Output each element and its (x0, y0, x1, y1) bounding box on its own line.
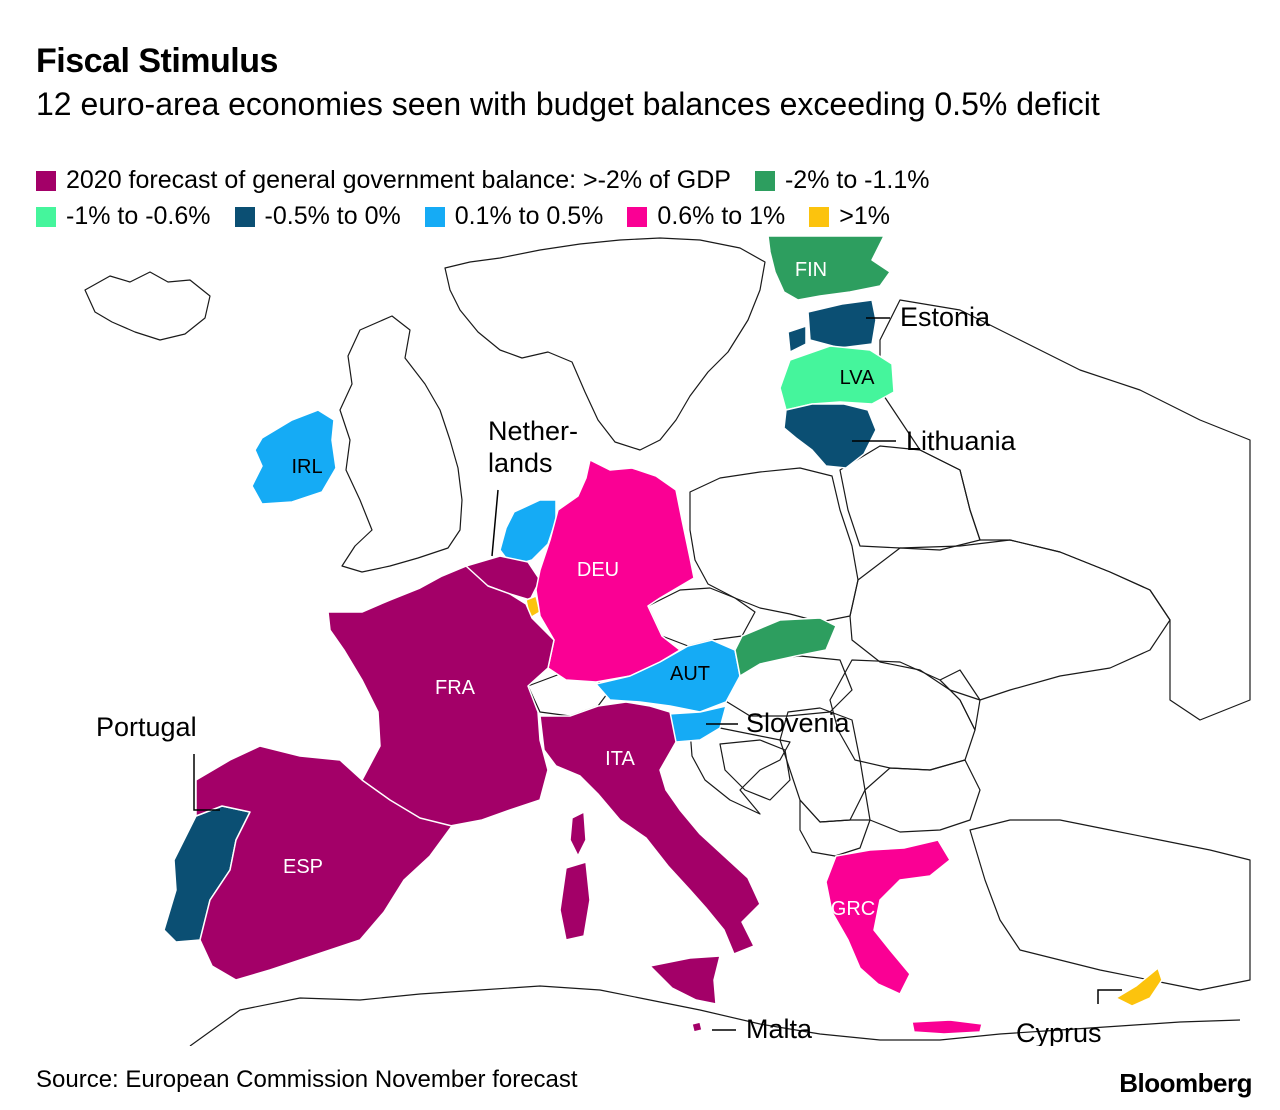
legend-item-gt-1: >1% (809, 202, 890, 231)
turkey-outline (969, 819, 1251, 991)
leader-portugal (193, 754, 220, 811)
finland-shape (767, 236, 891, 301)
legend-item-minus1-minus0-6: -1% to -0.6% (36, 202, 211, 231)
label-fin: FIN (795, 259, 827, 281)
legend-label-minus1-minus0-6: -1% to -0.6% (66, 202, 211, 230)
poland-outline (689, 467, 859, 623)
legend-item-0-1-0-5: 0.1% to 0.5% (424, 202, 604, 231)
sardinia-shape (559, 861, 591, 941)
moldova-outline (939, 669, 981, 731)
croatia-outline (689, 727, 791, 815)
legend-item-lt-minus2: 2020 forecast of general government bala… (36, 166, 731, 195)
europe-map: FIN IRL LVA DEU AUT FRA ITA ESP GRC Esto… (84, 236, 1251, 1046)
legend-item-minus2-minus1-1: -2% to -1.1% (754, 166, 930, 195)
ireland-shape (251, 409, 337, 505)
legend-swatch-0-6-1 (627, 206, 648, 227)
label-grc: GRC (831, 898, 875, 920)
latvia-shape (779, 345, 895, 411)
label-lva: LVA (840, 367, 875, 389)
bulgaria-outline (864, 759, 981, 833)
corsica-shape (569, 811, 587, 857)
source-note: Source: European Commission November for… (36, 1066, 578, 1093)
greece-shape (825, 839, 951, 995)
czechia-outline (647, 587, 756, 647)
legend-label-0-6-1: 0.6% to 1% (657, 202, 786, 230)
legend-swatch-minus1-minus0-6 (36, 206, 56, 227)
ukraine-outline (849, 539, 1171, 701)
legend-item-minus0-5-0: -0.5% to 0% (234, 202, 401, 231)
iceland-outline (84, 271, 211, 341)
sicily-shape (649, 955, 721, 1005)
italy-shape (539, 701, 761, 955)
legend-label-minus2-minus1-1: -2% to -1.1% (784, 166, 930, 194)
label-aut: AUT (670, 663, 710, 685)
label-esp: ESP (283, 856, 323, 878)
callout-estonia: Estonia (900, 302, 991, 332)
spain-shape (195, 745, 453, 981)
legend-row-1: 2020 forecast of general government bala… (36, 166, 954, 195)
estonia-shape (807, 299, 877, 349)
callout-portugal: Portugal (96, 712, 197, 742)
malta-shape (691, 1021, 703, 1033)
slovakia-shape (734, 617, 837, 677)
romania-outline (829, 659, 976, 771)
label-ita: ITA (605, 748, 635, 770)
legend-swatch-lt-minus2 (36, 170, 56, 191)
netherlands-shape (499, 499, 557, 567)
legend-label-minus0-5-0: -0.5% to 0% (264, 202, 401, 230)
legend-item-0-6-1: 0.6% to 1% (627, 202, 785, 231)
callout-malta: Malta (746, 1014, 813, 1044)
legend-row-2: -1% to -0.6% -0.5% to 0% 0.1% to 0.5% 0.… (36, 202, 914, 231)
lithuania-shape (783, 403, 877, 469)
albania-mk-outline (799, 799, 871, 857)
chart-title: Fiscal Stimulus (36, 42, 278, 80)
legend-label-0-1-0-5: 0.1% to 0.5% (454, 202, 604, 230)
great-britain-outline (339, 315, 463, 573)
label-fra: FRA (435, 677, 476, 699)
legend-label-lt-minus2: 2020 forecast of general government bala… (66, 166, 731, 194)
callout-cyprus: Cyprus (1016, 1018, 1102, 1046)
chart-subtitle: 12 euro-area economies seen with budget … (36, 86, 1100, 122)
cyprus-shape (1115, 967, 1163, 1007)
leader-netherlands (491, 489, 499, 557)
crete-shape (911, 1019, 983, 1035)
legend-swatch-gt-1 (809, 206, 830, 227)
scandinavia-outline (444, 237, 766, 451)
callout-slovenia: Slovenia (746, 708, 851, 738)
callout-lithuania: Lithuania (906, 426, 1017, 456)
callout-netherlands-1: Nether- (488, 416, 578, 446)
legend-swatch-minus0-5-0 (234, 206, 255, 227)
legend-swatch-0-1-0-5 (424, 206, 445, 227)
belarus-outline (839, 445, 981, 551)
legend-swatch-minus2-minus1-1 (754, 170, 775, 191)
africa-coast (189, 985, 1241, 1046)
russia-outline (879, 299, 1251, 721)
bosnia-outline (719, 739, 791, 801)
legend-label-gt-1: >1% (839, 202, 891, 230)
bloomberg-logo: Bloomberg (1119, 1068, 1252, 1098)
leader-cyprus (1097, 989, 1122, 1004)
estonia-island (787, 325, 807, 353)
label-irl: IRL (291, 456, 322, 478)
callout-netherlands-2: lands (488, 448, 553, 478)
label-deu: DEU (577, 559, 619, 581)
